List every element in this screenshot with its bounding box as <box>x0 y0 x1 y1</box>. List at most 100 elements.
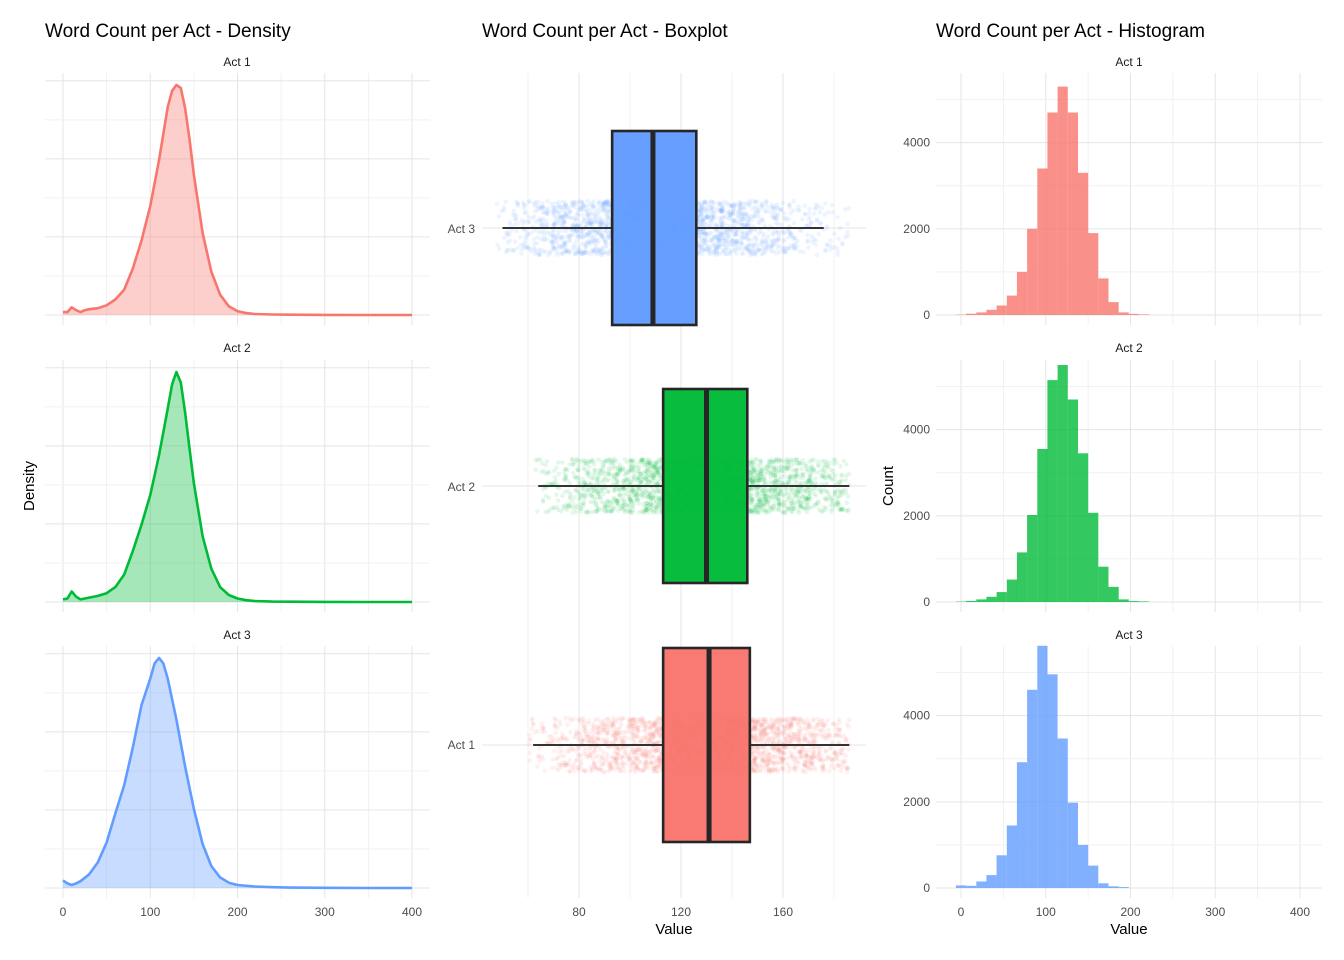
jitter-point <box>744 244 749 249</box>
jitter-point <box>721 199 727 204</box>
jitter-point <box>770 210 775 216</box>
jitter-point <box>838 464 843 469</box>
jitter-point <box>578 235 583 241</box>
jitter-point <box>745 232 750 238</box>
jitter-point <box>698 244 704 250</box>
jitter-point <box>746 201 751 206</box>
jitter-point <box>794 488 799 494</box>
jitter-point <box>580 234 585 240</box>
jitter-point <box>586 471 591 476</box>
jitter-point <box>844 500 849 506</box>
jitter-point <box>649 508 655 514</box>
jitter-point <box>579 200 585 205</box>
jitter-point <box>585 488 590 493</box>
jitter-point <box>735 219 740 224</box>
jitter-point <box>739 223 745 228</box>
jitter-point <box>708 199 714 205</box>
jitter-point <box>605 211 611 217</box>
jitter-point <box>551 205 556 210</box>
jitter-point <box>596 200 602 206</box>
jitter-point <box>746 243 752 248</box>
jitter-point <box>833 480 839 486</box>
jitter-point <box>585 230 591 236</box>
jitter-point <box>777 469 782 475</box>
jitter-point <box>803 223 809 228</box>
jitter-point <box>613 497 618 503</box>
jitter-point <box>586 241 592 246</box>
jitter-point <box>772 465 777 471</box>
jitter-point <box>621 478 626 484</box>
jitter-point <box>544 459 550 464</box>
jitter-point <box>533 467 538 473</box>
jitter-point <box>505 230 510 236</box>
jitter-point <box>752 477 758 483</box>
jitter-point <box>502 208 507 213</box>
jitter-point <box>508 247 514 253</box>
jitter-point <box>807 215 812 220</box>
jitter-point <box>740 217 746 222</box>
jitter-point <box>605 471 610 477</box>
jitter-point <box>816 462 822 468</box>
jitter-point <box>822 212 828 218</box>
jitter-point <box>601 500 607 506</box>
jitter-point <box>813 493 819 499</box>
jitter-point <box>645 460 651 465</box>
jitter-point <box>592 228 598 234</box>
jitter-point <box>835 248 840 254</box>
jitter-point <box>644 507 650 512</box>
jitter-point <box>746 215 751 220</box>
jitter-point <box>742 214 748 219</box>
jitter-point <box>652 462 658 468</box>
jitter-point <box>765 488 771 494</box>
jitter-point <box>728 240 734 246</box>
jitter-point <box>631 474 636 479</box>
jitter-point <box>717 237 722 243</box>
jitter-point <box>790 233 795 239</box>
jitter-point <box>732 241 738 246</box>
jitter-point <box>734 203 739 208</box>
jitter-point <box>597 248 603 253</box>
jitter-point <box>828 238 833 243</box>
jitter-point <box>768 469 773 475</box>
jitter-point <box>708 238 713 243</box>
jitter-point <box>839 478 845 483</box>
jitter-point <box>731 217 736 222</box>
jitter-point <box>650 503 655 509</box>
jitter-point <box>762 208 768 213</box>
jitter-point <box>764 240 770 246</box>
jitter-point <box>756 499 761 505</box>
jitter-point <box>702 199 708 204</box>
jitter-point <box>770 230 775 236</box>
jitter-point <box>560 493 565 499</box>
jitter-point <box>748 487 754 493</box>
jitter-point <box>573 217 579 222</box>
jitter-point <box>606 234 612 240</box>
jitter-point <box>751 214 757 220</box>
jitter-point <box>702 208 707 214</box>
jitter-point <box>575 223 581 228</box>
jitter-point <box>590 204 595 210</box>
jitter-point <box>552 222 557 228</box>
jitter-point <box>802 493 807 499</box>
jitter-point <box>790 509 795 515</box>
jitter-point <box>563 239 568 245</box>
jitter-point <box>515 246 520 251</box>
jitter-point <box>515 200 520 206</box>
jitter-point <box>584 221 590 227</box>
jitter-point <box>699 223 705 229</box>
jitter-point <box>563 466 568 472</box>
jitter-point <box>704 247 709 252</box>
jitter-point <box>606 489 611 495</box>
jitter-point <box>740 246 745 251</box>
jitter-point <box>505 232 510 238</box>
jitter-point <box>578 207 584 212</box>
jitter-point <box>603 204 609 210</box>
jitter-point <box>794 473 799 478</box>
jitter-point <box>752 214 758 219</box>
jitter-point <box>560 228 565 234</box>
jitter-point <box>593 208 599 213</box>
jitter-point <box>699 231 704 236</box>
jitter-point <box>823 248 829 253</box>
jitter-point <box>600 202 606 208</box>
jitter-point <box>731 203 736 208</box>
